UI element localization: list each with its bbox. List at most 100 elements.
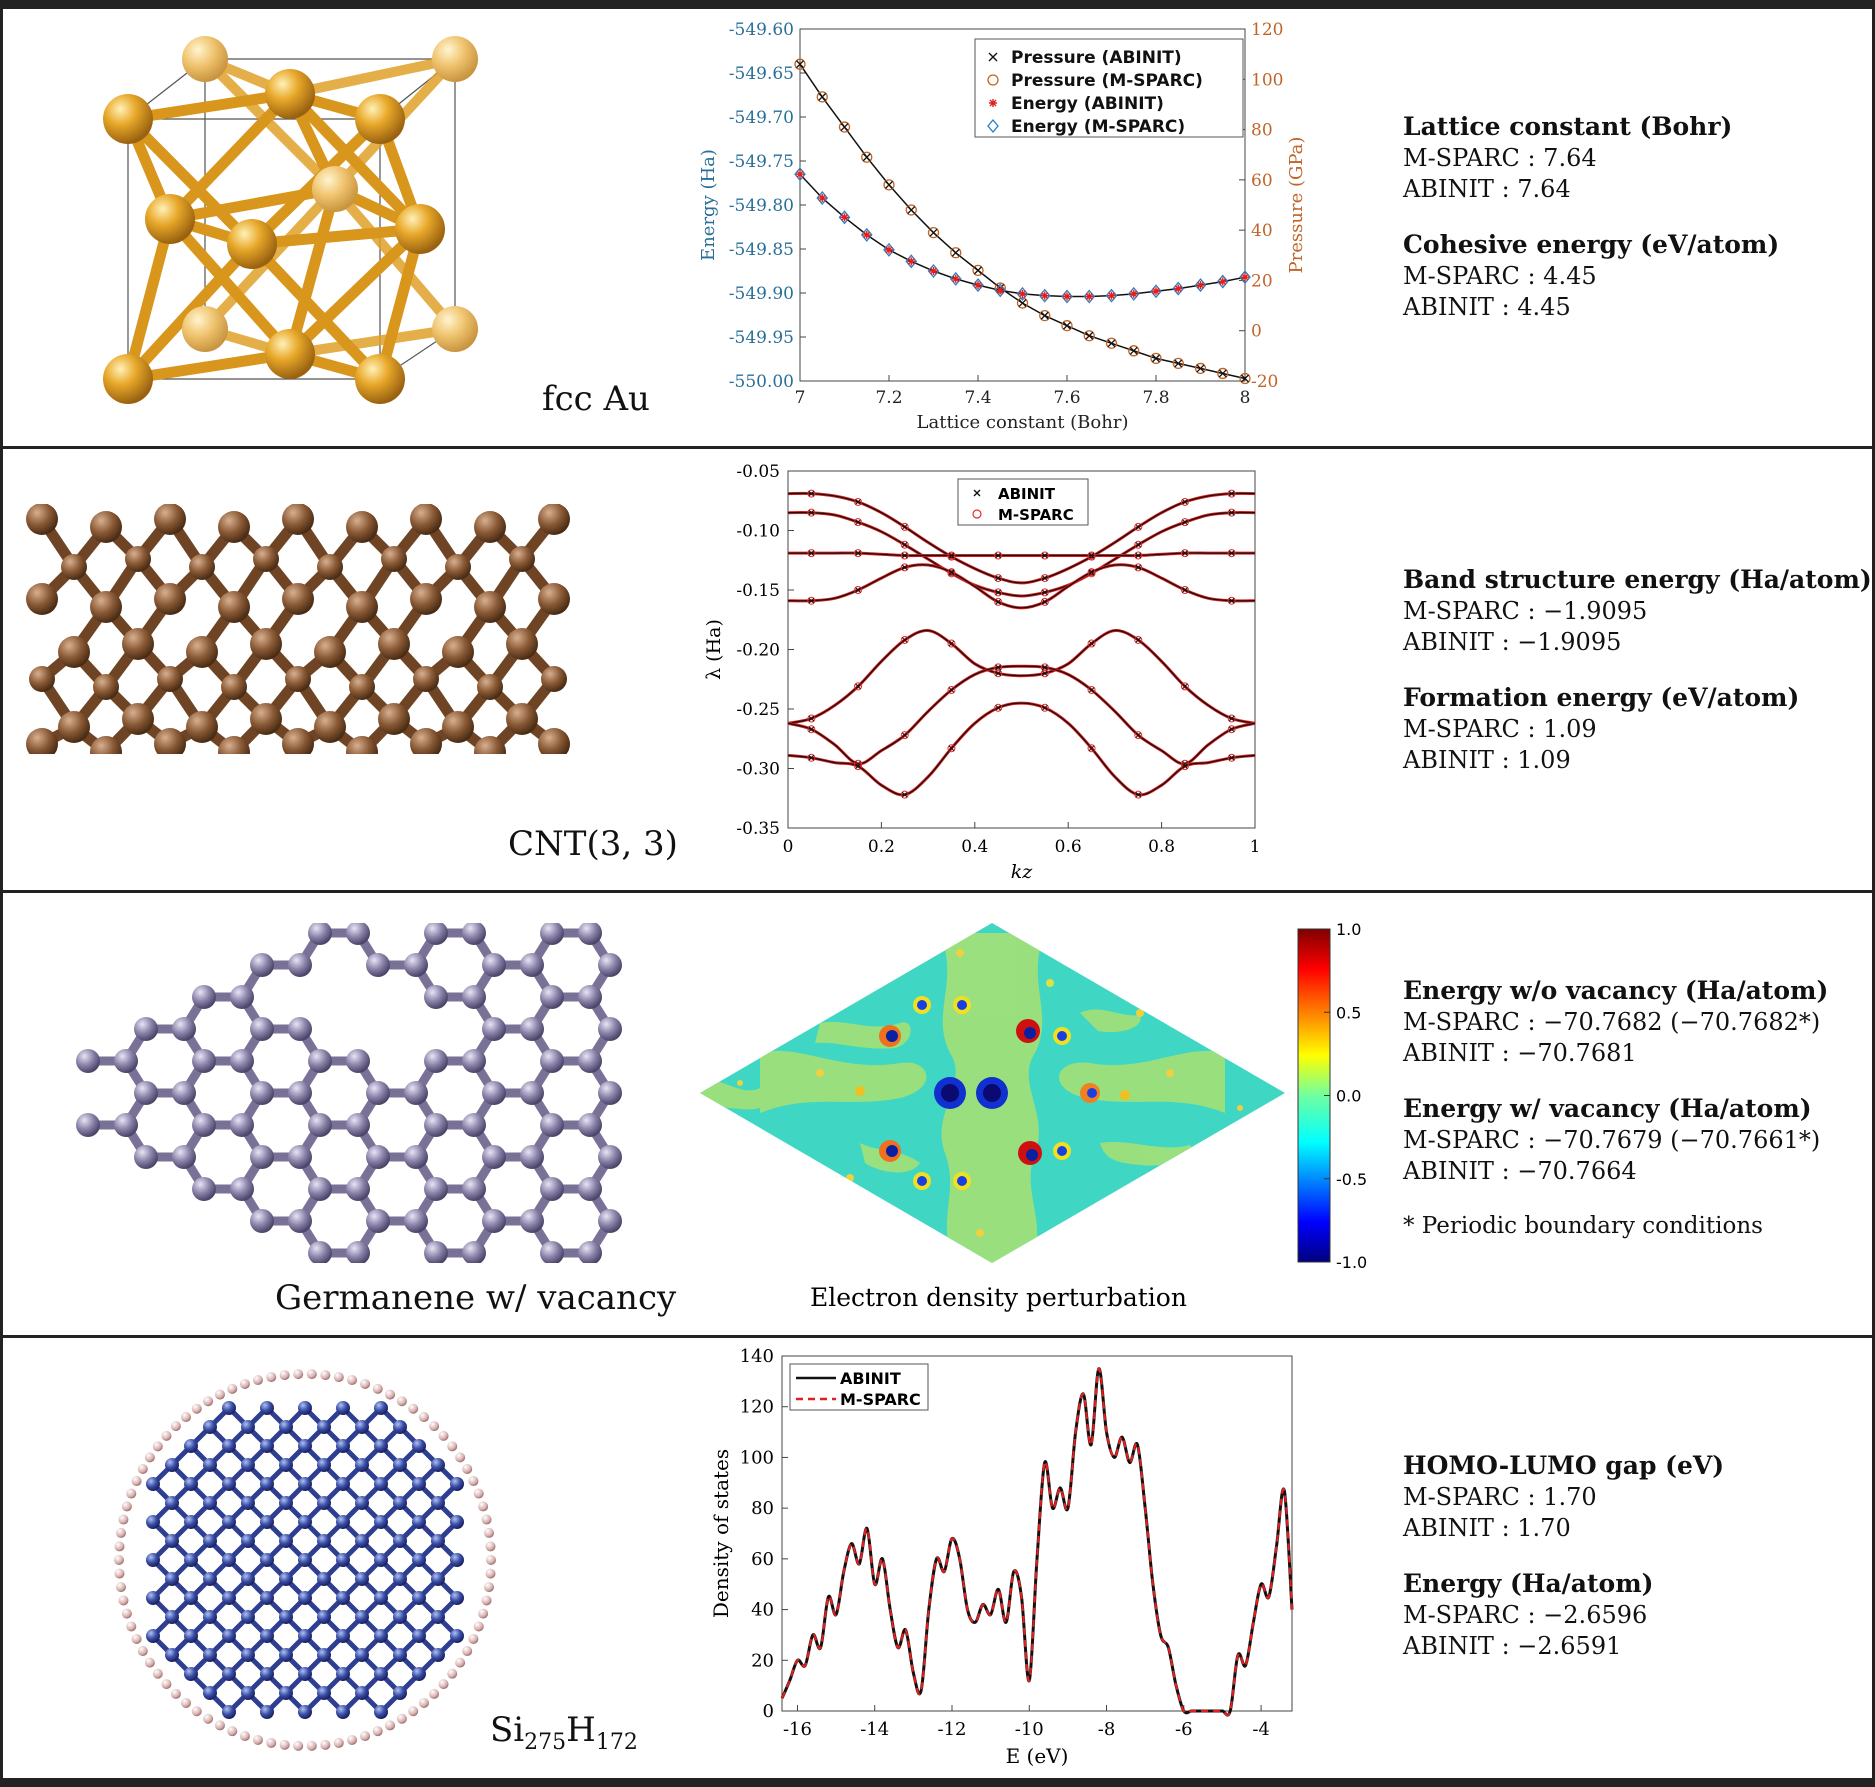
- legend-entry: Energy (ABINIT): [1011, 94, 1164, 114]
- band-msparc-point: [1180, 586, 1189, 594]
- band-msparc-point: [900, 563, 909, 572]
- band-msparc-point: [1134, 790, 1143, 799]
- band-abinit-point: [808, 509, 815, 516]
- silicon-atom: [450, 1553, 464, 1567]
- band-msparc-point: [807, 489, 816, 498]
- germanium-atom: [462, 1241, 486, 1263]
- colorbar-tick-label: -1.0: [1336, 1253, 1367, 1271]
- hydrogen-atom: [239, 1731, 250, 1742]
- germanium-atom: [404, 1145, 428, 1169]
- hydrogen-atom: [396, 1396, 407, 1407]
- carbon-atom: [58, 711, 90, 743]
- band-msparc-point: [1087, 568, 1096, 577]
- panel-si-cluster: Si275H172 -16 -14 -12 -10 -8 -6 -4 0 20 40 60 80 100…: [0, 1338, 1875, 1778]
- y-tick-label: -0.10: [736, 522, 780, 542]
- pressure-abinit-point: [1107, 339, 1116, 348]
- germanium-atom: [114, 1113, 138, 1137]
- silicon-atom: [336, 1553, 350, 1567]
- band-msparc-point: [1087, 639, 1096, 648]
- band-msparc-point: [807, 508, 816, 517]
- legend-marker: [989, 99, 997, 107]
- carbon-atom: [218, 591, 250, 623]
- band-msparc-point: [854, 682, 863, 691]
- germanium-atom: [540, 1177, 564, 1201]
- silicon-atom: [393, 1496, 407, 1510]
- hydrogen-atom: [118, 1514, 129, 1525]
- energy-msparc-point: [1038, 288, 1051, 303]
- hydrogen-atom: [468, 1633, 479, 1644]
- hydrogen-atom: [306, 1740, 317, 1751]
- carbon-atom: [154, 583, 186, 615]
- hydrogen-atom: [396, 1713, 407, 1724]
- germanium-atom: [482, 1209, 506, 1233]
- silicon-atom: [165, 1534, 179, 1548]
- hydrogen-atom: [347, 1734, 358, 1745]
- silicon-atom: [279, 1572, 293, 1586]
- homo-lumo-abinit: ABINIT : 1.70: [1403, 1514, 1571, 1542]
- y-tick-label: -549.65: [729, 64, 794, 84]
- legend-entry: Pressure (ABINIT): [1011, 48, 1182, 68]
- band-abinit-point: [808, 597, 815, 604]
- carbon-atom: [378, 703, 410, 735]
- hydrogen-atom: [447, 1441, 458, 1452]
- hydrogen-atom: [152, 1441, 163, 1452]
- carbon-atom: [189, 554, 215, 580]
- x-tick-label: 0.6: [1055, 837, 1082, 857]
- silicon-atom: [355, 1534, 369, 1548]
- band-abinit-point: [1182, 587, 1188, 593]
- band-msparc-point: [807, 714, 816, 723]
- hydrogen-atom: [429, 1688, 440, 1699]
- band-abinit-point: [1088, 687, 1095, 693]
- y-tick-label: -549.60: [729, 20, 794, 40]
- silicon-atom: [260, 1401, 274, 1415]
- band-abinit-point: [948, 640, 955, 647]
- silicon-atom: [298, 1629, 312, 1643]
- hydrogen-atom: [115, 1527, 126, 1538]
- band-msparc-point: [994, 663, 1003, 672]
- energy-abinit-point: [1018, 289, 1027, 298]
- pressure-msparc-point: [816, 91, 828, 103]
- silicon-atom: [298, 1705, 312, 1719]
- silicon-atom: [298, 1439, 312, 1453]
- pressure-abinit-point: [1040, 311, 1049, 320]
- band-abinit-point: [1182, 683, 1188, 690]
- x-tick-label: -8: [1098, 1719, 1116, 1740]
- band-abinit-point: [948, 687, 955, 693]
- silicon-atom: [146, 1515, 160, 1529]
- germanium-atom: [250, 1017, 274, 1041]
- hydrogen-atom: [203, 1396, 214, 1407]
- germanium-atom: [230, 1049, 254, 1073]
- band-abinit-point: [855, 499, 861, 505]
- band-abinit-point: [1088, 569, 1095, 576]
- hydrogen-atom: [333, 1737, 344, 1748]
- hydrogen-atom: [320, 1370, 331, 1381]
- y-axis-label: λ (Ha): [703, 619, 725, 680]
- germanium-atom: [520, 1017, 544, 1041]
- silicon-atom: [450, 1515, 464, 1529]
- energy-msparc-point: [994, 283, 1007, 298]
- band-msparc-point: [900, 790, 909, 799]
- hydrogen-atom: [418, 1697, 429, 1708]
- band-abinit-point: [948, 745, 955, 752]
- carbon-atom: [253, 546, 279, 572]
- cnt-label: CNT(3, 3): [508, 824, 678, 864]
- band-abinit-point: [901, 541, 908, 548]
- band-msparc-point: [1040, 669, 1049, 678]
- lattice-constant-abinit: ABINIT : 7.64: [1403, 175, 1571, 203]
- silicon-atom: [336, 1591, 350, 1605]
- band-msparc-point: [1227, 549, 1236, 558]
- germanium-atom: [598, 1017, 622, 1041]
- fcc-au-info: Lattice constant (Bohr) M-SPARC : 7.64 A…: [1403, 111, 1873, 323]
- x-tick-label: 0.8: [1148, 837, 1175, 857]
- hydrogen-atom: [170, 1688, 181, 1699]
- energy-msparc-point: [927, 263, 940, 279]
- band-msparc-point: [900, 522, 909, 531]
- hydrogen-atom: [429, 1421, 440, 1432]
- germanium-atom: [540, 1049, 564, 1073]
- germanium-atom: [404, 953, 428, 977]
- si-energy-msparc: M-SPARC : −2.6596: [1403, 1601, 1648, 1629]
- band-msparc-point: [1040, 663, 1049, 672]
- pressure-abinit-point: [1063, 321, 1071, 330]
- hydrogen-atom: [114, 1568, 125, 1579]
- carbon-atom: [282, 583, 314, 615]
